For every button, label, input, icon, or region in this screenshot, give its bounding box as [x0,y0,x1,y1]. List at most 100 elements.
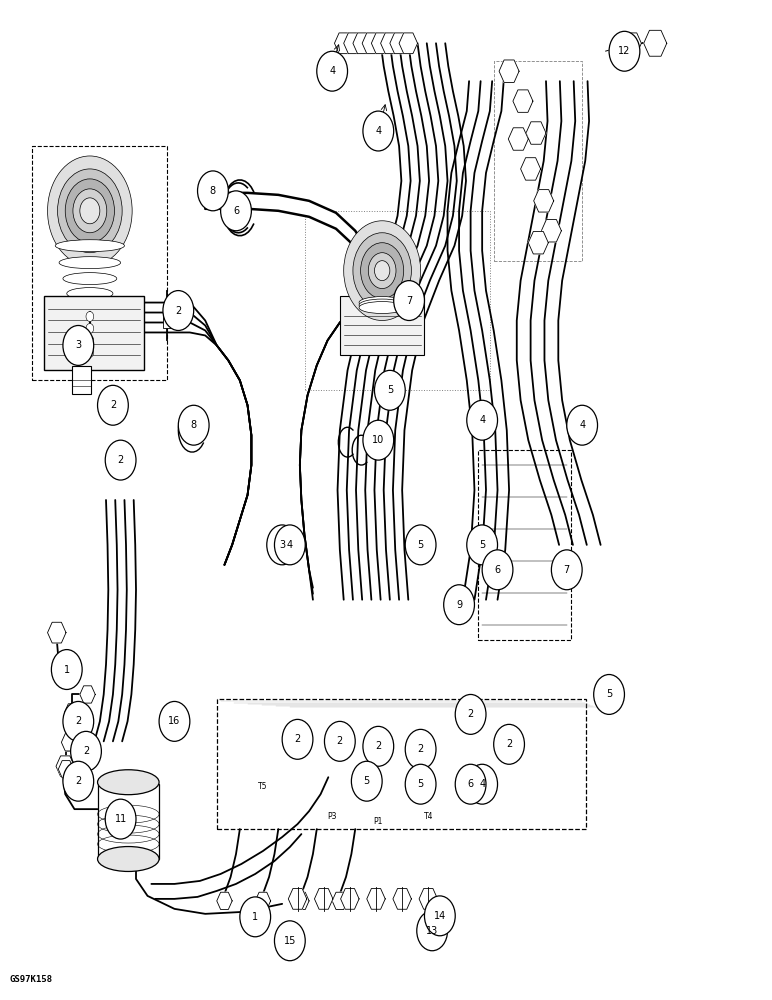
Circle shape [66,179,114,243]
Polygon shape [419,889,438,909]
Circle shape [493,724,524,764]
Text: 3: 3 [75,340,81,350]
Ellipse shape [63,273,117,285]
Circle shape [353,233,411,309]
Circle shape [86,335,93,345]
Text: 6: 6 [233,206,239,216]
Text: 7: 7 [406,296,412,306]
Circle shape [374,261,390,281]
Circle shape [63,325,93,365]
Polygon shape [508,128,528,150]
Circle shape [444,585,475,625]
Polygon shape [62,734,76,751]
Text: 15: 15 [283,936,296,946]
Text: 3: 3 [279,540,285,550]
Circle shape [159,701,190,741]
Text: 2: 2 [468,709,474,719]
Circle shape [405,764,436,804]
Circle shape [363,420,394,460]
Ellipse shape [66,288,113,300]
Text: 8: 8 [210,186,216,196]
Polygon shape [65,704,80,721]
Ellipse shape [359,302,405,314]
Circle shape [467,764,497,804]
Polygon shape [362,33,381,54]
Text: 4: 4 [479,415,486,425]
Polygon shape [623,33,642,54]
Polygon shape [293,892,309,910]
Circle shape [105,440,136,480]
Polygon shape [80,686,95,703]
Circle shape [351,761,382,801]
Bar [97,784,159,859]
Circle shape [594,675,625,714]
Circle shape [567,405,598,445]
Circle shape [368,253,396,289]
Polygon shape [520,158,540,180]
Text: 6: 6 [468,779,474,789]
Circle shape [609,31,640,71]
FancyBboxPatch shape [44,296,144,370]
Ellipse shape [97,847,159,871]
Polygon shape [288,889,306,909]
Circle shape [80,198,100,224]
Text: 2: 2 [418,744,424,754]
Circle shape [86,312,93,321]
Circle shape [86,323,93,333]
Text: 4: 4 [286,540,293,550]
Polygon shape [526,122,546,144]
Text: T4: T4 [424,812,433,821]
Polygon shape [256,892,271,910]
Polygon shape [528,231,548,254]
Polygon shape [73,743,89,760]
Text: GS97K158: GS97K158 [9,975,52,984]
FancyBboxPatch shape [32,146,167,380]
Circle shape [240,897,271,937]
Circle shape [467,525,497,565]
Polygon shape [533,190,554,212]
Circle shape [70,731,101,771]
Circle shape [425,896,455,936]
Text: 4: 4 [479,779,486,789]
Bar [72,366,91,394]
Polygon shape [314,889,333,909]
Circle shape [317,51,347,91]
Polygon shape [393,889,411,909]
Polygon shape [332,892,347,910]
Text: 2: 2 [83,746,89,756]
Text: 2: 2 [117,455,124,465]
Text: 2: 2 [506,739,512,749]
Ellipse shape [97,770,159,795]
Text: 10: 10 [372,435,384,445]
Circle shape [455,764,486,804]
Circle shape [178,405,209,445]
Ellipse shape [56,240,124,252]
Ellipse shape [359,297,405,309]
Circle shape [58,169,122,253]
Circle shape [63,701,93,741]
Circle shape [198,171,229,211]
Text: 12: 12 [618,46,631,56]
Text: 2: 2 [75,776,81,786]
Text: 1: 1 [64,665,69,675]
Polygon shape [59,761,73,778]
Text: 2: 2 [294,734,300,744]
Circle shape [324,721,355,761]
Circle shape [97,385,128,425]
Polygon shape [344,33,362,54]
Circle shape [467,400,497,440]
Circle shape [417,911,448,951]
Text: 5: 5 [606,689,612,699]
Polygon shape [499,60,519,82]
Polygon shape [644,30,667,56]
Circle shape [275,525,305,565]
Circle shape [275,921,305,961]
Circle shape [73,189,107,233]
Text: 7: 7 [564,565,570,575]
Text: 11: 11 [114,814,127,824]
Circle shape [363,726,394,766]
Text: 2: 2 [75,716,81,726]
Ellipse shape [359,299,405,311]
Circle shape [405,729,436,769]
Text: 16: 16 [168,716,181,726]
